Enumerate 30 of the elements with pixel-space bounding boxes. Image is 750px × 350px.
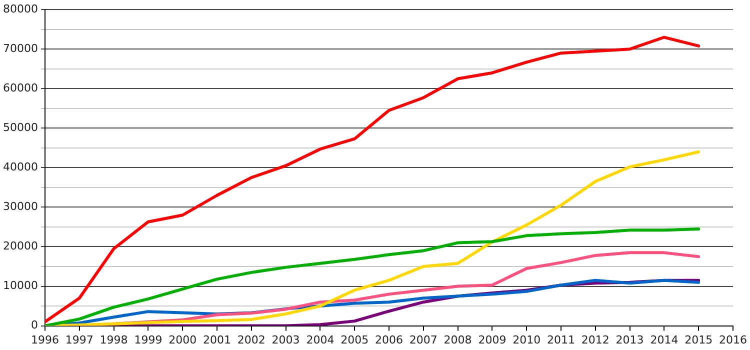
- x-tick-label: 2012: [581, 333, 610, 346]
- x-tick-label: 2005: [340, 333, 369, 346]
- y-tick-label: 20000: [2, 240, 38, 253]
- y-tick-label: 60000: [2, 82, 38, 95]
- x-tick-label: 1996: [30, 333, 59, 346]
- x-tick-label: 2014: [650, 333, 678, 346]
- x-tick-label: 2011: [547, 333, 575, 346]
- x-tick-label: 2001: [202, 333, 231, 346]
- x-tick-label: 2008: [444, 333, 472, 346]
- x-tick-label: 1999: [134, 333, 162, 346]
- x-tick-label: 2007: [409, 333, 438, 346]
- x-tick-label: 2000: [168, 333, 197, 346]
- y-tick-label: 30000: [2, 200, 38, 214]
- x-tick-label: 1997: [65, 333, 94, 346]
- x-tick-label: 2009: [478, 333, 506, 346]
- y-tick-label: 0: [30, 318, 38, 332]
- x-tick-label: 2010: [512, 333, 541, 346]
- x-tick-label: 2004: [306, 333, 334, 346]
- x-tick-label: 2003: [272, 333, 300, 346]
- x-tick-label: 2013: [616, 333, 644, 346]
- y-tick-label: 70000: [2, 42, 38, 55]
- y-tick-label: 80000: [2, 2, 38, 16]
- x-tick-label: 2015: [684, 333, 713, 346]
- x-tick-label: 2006: [375, 333, 403, 346]
- y-tick-label: 50000: [2, 121, 38, 134]
- x-tick-label: 2002: [237, 333, 266, 346]
- x-tick-label: 2016: [719, 333, 748, 346]
- x-tick-label: 1998: [100, 333, 128, 346]
- y-tick-label: 10000: [2, 279, 38, 292]
- y-tick-label: 40000: [2, 160, 38, 174]
